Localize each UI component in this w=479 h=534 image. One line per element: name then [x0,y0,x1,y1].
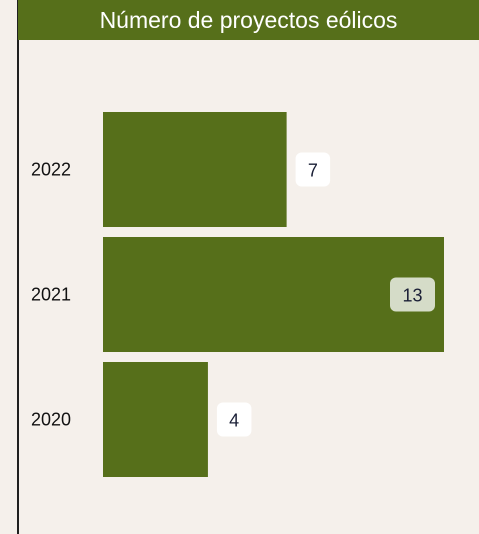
y-tick-label-2021: 2021 [31,285,71,305]
bar-2020 [103,362,208,477]
left-border-line [17,0,19,534]
labels-layer: 7 13 4 [216,152,435,437]
value-label-2022: 7 [308,161,318,181]
y-tick-label-2022: 2022 [31,160,71,180]
bar-2022 [103,112,287,227]
value-label-2020: 4 [229,411,239,431]
chart-title: Número de proyectos eólicos [18,0,479,40]
bars-layer [103,112,444,477]
y-tick-label-2020: 2020 [31,410,71,430]
value-label-2021: 13 [402,286,422,306]
y-axis-ticks: 2022 2021 2020 [31,160,71,430]
value-label-box-2020 [216,402,252,437]
value-label-box-2022 [295,152,331,187]
value-label-box-2021 [390,277,435,312]
bar-2021 [103,237,444,352]
